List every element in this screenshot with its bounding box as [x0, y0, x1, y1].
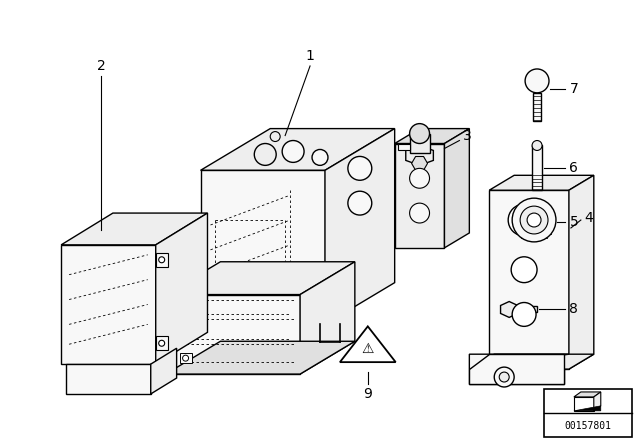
- Text: 6: 6: [570, 161, 579, 175]
- Polygon shape: [574, 406, 601, 411]
- Polygon shape: [166, 341, 355, 374]
- Polygon shape: [500, 302, 518, 318]
- Polygon shape: [469, 369, 564, 384]
- Polygon shape: [340, 326, 396, 362]
- Text: 4: 4: [584, 211, 593, 225]
- Text: 1: 1: [306, 49, 314, 63]
- Circle shape: [508, 204, 540, 236]
- Polygon shape: [406, 146, 433, 165]
- Circle shape: [410, 168, 429, 188]
- Text: 9: 9: [364, 387, 372, 401]
- Polygon shape: [156, 253, 168, 267]
- Circle shape: [511, 257, 537, 283]
- Polygon shape: [469, 354, 564, 384]
- Polygon shape: [532, 146, 542, 190]
- Polygon shape: [300, 262, 355, 374]
- Polygon shape: [489, 175, 594, 190]
- Polygon shape: [395, 143, 444, 248]
- Circle shape: [525, 69, 549, 93]
- Text: 2: 2: [97, 59, 106, 73]
- Circle shape: [512, 302, 536, 326]
- Circle shape: [348, 156, 372, 180]
- Polygon shape: [395, 129, 469, 143]
- Polygon shape: [156, 213, 207, 364]
- Polygon shape: [61, 245, 156, 364]
- Polygon shape: [469, 354, 569, 369]
- Text: 00157801: 00157801: [564, 421, 611, 431]
- Polygon shape: [156, 336, 168, 350]
- Text: 8: 8: [570, 302, 579, 316]
- Circle shape: [348, 191, 372, 215]
- Polygon shape: [66, 364, 151, 394]
- Polygon shape: [397, 143, 410, 151]
- Polygon shape: [151, 348, 177, 394]
- Circle shape: [270, 132, 280, 142]
- Polygon shape: [444, 129, 469, 248]
- Text: 5: 5: [570, 215, 579, 229]
- Polygon shape: [410, 134, 429, 154]
- Polygon shape: [412, 156, 428, 170]
- Text: 7: 7: [570, 82, 579, 96]
- Circle shape: [254, 143, 276, 165]
- Polygon shape: [180, 353, 191, 363]
- Polygon shape: [61, 213, 207, 245]
- Polygon shape: [533, 93, 541, 121]
- Polygon shape: [594, 392, 601, 411]
- Circle shape: [182, 355, 189, 361]
- Circle shape: [527, 213, 541, 227]
- Circle shape: [410, 124, 429, 143]
- Polygon shape: [325, 129, 395, 324]
- Polygon shape: [166, 294, 300, 374]
- Bar: [544, 389, 632, 437]
- Polygon shape: [200, 170, 325, 324]
- Text: 3: 3: [463, 129, 472, 142]
- Circle shape: [494, 367, 514, 387]
- Polygon shape: [166, 262, 355, 294]
- Polygon shape: [569, 175, 594, 369]
- Circle shape: [532, 141, 542, 151]
- Polygon shape: [519, 306, 537, 312]
- Circle shape: [520, 206, 548, 234]
- Polygon shape: [574, 392, 601, 397]
- Polygon shape: [574, 397, 594, 411]
- Polygon shape: [469, 354, 594, 369]
- Circle shape: [512, 198, 556, 242]
- Text: ⚠: ⚠: [362, 342, 374, 356]
- Circle shape: [410, 203, 429, 223]
- Circle shape: [159, 340, 164, 346]
- Polygon shape: [200, 129, 395, 170]
- Polygon shape: [489, 190, 569, 369]
- Circle shape: [282, 141, 304, 162]
- Circle shape: [499, 372, 509, 382]
- Circle shape: [312, 150, 328, 165]
- Circle shape: [159, 257, 164, 263]
